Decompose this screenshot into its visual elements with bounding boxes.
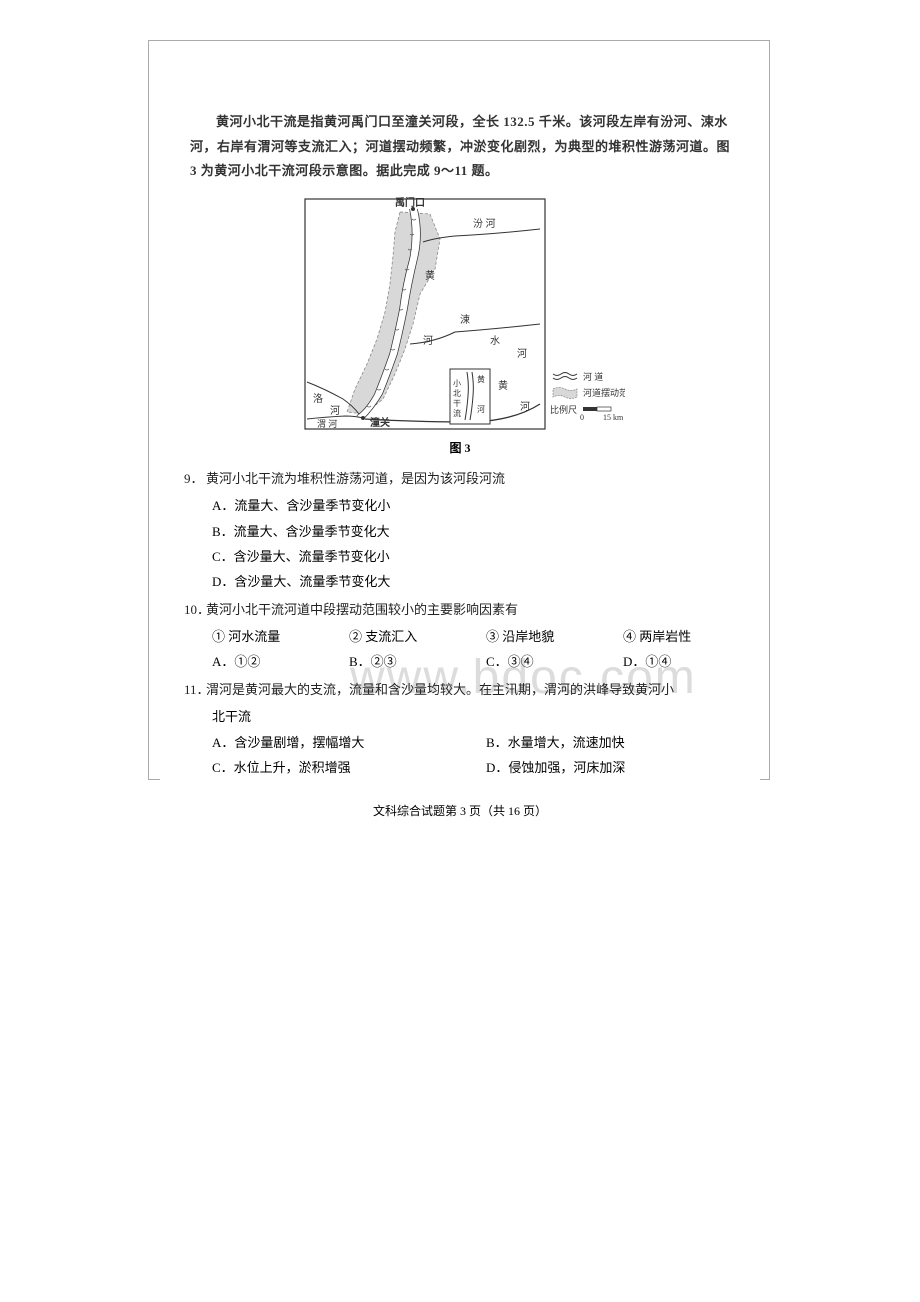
q10-factor-4: ④ 两岸岩性 bbox=[623, 624, 760, 649]
svg-text:潼关: 潼关 bbox=[370, 416, 390, 429]
q9-option-c: C．含沙量大、流量季节变化小 bbox=[212, 544, 760, 569]
q10-stem: 黄河小北干流河道中段摆动范围较小的主要影响因素有 bbox=[206, 602, 518, 617]
label-fen-river: 汾 河 bbox=[473, 218, 496, 230]
q10-factor-3: ③ 沿岸地貌 bbox=[486, 624, 623, 649]
question-10: 10．黄河小北干流河道中段摆动范围较小的主要影响因素有 bbox=[184, 597, 730, 622]
figure-3-map: 汾 河 涑 水 河 黄 河 黄 河 洛 河 bbox=[295, 194, 625, 434]
question-11: 11．渭河是黄河最大的支流，流量和含沙量均较大。在主汛期，渭河的洪峰导致黄河小 bbox=[184, 677, 730, 702]
q9-option-a: A．流量大、含沙量季节变化小 bbox=[212, 493, 760, 518]
svg-text:黄: 黄 bbox=[498, 379, 508, 392]
svg-text:涑: 涑 bbox=[460, 314, 470, 326]
q10-number: 10． bbox=[184, 597, 206, 622]
map-svg: 汾 河 涑 水 河 黄 河 黄 河 洛 河 bbox=[295, 194, 625, 434]
svg-text:小: 小 bbox=[453, 379, 461, 388]
svg-text:河: 河 bbox=[330, 405, 340, 417]
legend-swing-label: 河道摆动范围 bbox=[583, 387, 625, 398]
svg-text:流: 流 bbox=[453, 408, 461, 418]
question-9: 9．黄河小北干流为堆积性游荡河道，是因为该河段河流 bbox=[184, 466, 730, 491]
passage-intro: 黄河小北干流是指黄河禹门口至潼关河段，全长 132.5 千米。该河段左岸有汾河、… bbox=[190, 110, 730, 184]
q11-number: 11． bbox=[184, 677, 206, 702]
svg-text:水: 水 bbox=[490, 335, 500, 347]
svg-text:北: 北 bbox=[453, 389, 461, 398]
svg-text:0: 0 bbox=[580, 413, 584, 422]
q11-option-d: D．侵蚀加强，河床加深 bbox=[486, 755, 760, 780]
q11-options-row2: C．水位上升，淤积增强 D．侵蚀加强，河床加深 bbox=[212, 755, 760, 780]
q10-option-c: C．③④ bbox=[486, 649, 623, 674]
svg-text:河: 河 bbox=[423, 335, 433, 347]
svg-text:渭 河: 渭 河 bbox=[317, 418, 337, 429]
svg-text:河: 河 bbox=[517, 348, 527, 360]
page-footer: 文科综合试题第 3 页（共 16 页） bbox=[160, 802, 760, 819]
q11-option-c: C．水位上升，淤积增强 bbox=[212, 755, 486, 780]
q10-factor-1: ① 河水流量 bbox=[212, 624, 349, 649]
q10-option-d: D．①④ bbox=[623, 649, 760, 674]
q10-factors: ① 河水流量 ② 支流汇入 ③ 沿岸地貌 ④ 两岸岩性 bbox=[212, 624, 760, 649]
svg-text:禹门口: 禹门口 bbox=[395, 196, 425, 209]
q11-stem-cont: 北干流 bbox=[212, 704, 760, 729]
q11-stem: 渭河是黄河最大的支流，流量和含沙量均较大。在主汛期，渭河的洪峰导致黄河小 bbox=[206, 682, 674, 697]
svg-text:黄: 黄 bbox=[425, 269, 435, 282]
svg-text:河: 河 bbox=[520, 401, 530, 413]
q10-option-b: B．②③ bbox=[349, 649, 486, 674]
svg-text:黄: 黄 bbox=[477, 374, 485, 384]
q9-stem: 黄河小北干流为堆积性游荡河道，是因为该河段河流 bbox=[206, 471, 505, 486]
q10-option-a: A．①② bbox=[212, 649, 349, 674]
exam-page: www.bdoc.com 黄河小北干流是指黄河禹门口至潼关河段，全长 132.5… bbox=[160, 50, 760, 819]
q11-option-b: B．水量增大，流速加快 bbox=[486, 730, 760, 755]
svg-text:比例尺: 比例尺 bbox=[550, 404, 577, 415]
svg-text:干: 干 bbox=[453, 399, 461, 408]
legend-channel-label: 河 道 bbox=[583, 371, 603, 382]
content-layer: 黄河小北干流是指黄河禹门口至潼关河段，全长 132.5 千米。该河段左岸有汾河、… bbox=[160, 110, 760, 819]
q11-options-row1: A．含沙量剧增，摆幅增大 B．水量增大，流速加快 bbox=[212, 730, 760, 755]
figure-caption: 图 3 bbox=[160, 439, 760, 456]
q9-option-d: D．含沙量大、流量季节变化大 bbox=[212, 569, 760, 594]
q10-factor-2: ② 支流汇入 bbox=[349, 624, 486, 649]
q10-options: A．①② B．②③ C．③④ D．①④ bbox=[212, 649, 760, 674]
svg-text:洛: 洛 bbox=[313, 392, 323, 405]
svg-text:15 km: 15 km bbox=[603, 413, 624, 422]
q9-number: 9． bbox=[184, 466, 206, 491]
q9-option-b: B．流量大、含沙量季节变化大 bbox=[212, 519, 760, 544]
q11-option-a: A．含沙量剧增，摆幅增大 bbox=[212, 730, 486, 755]
svg-text:河: 河 bbox=[477, 404, 485, 414]
